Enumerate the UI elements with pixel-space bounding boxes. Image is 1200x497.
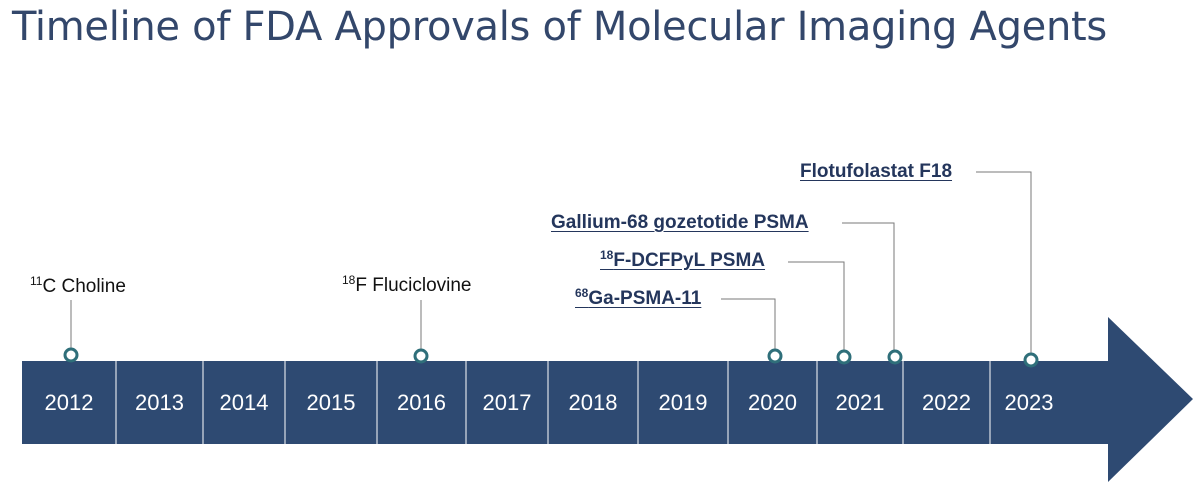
event-label-text: F-DCFPyL PSMA	[613, 250, 766, 271]
year-label-2012: 2012	[45, 390, 94, 415]
event-label-text: C Choline	[42, 276, 126, 297]
isotope-superscript: 11	[30, 274, 43, 288]
year-label-2014: 2014	[220, 390, 269, 415]
year-label-2015: 2015	[307, 390, 356, 415]
event-marker	[1023, 352, 1039, 368]
isotope-superscript: 18	[600, 248, 614, 262]
leader-line	[788, 261, 845, 355]
year-label-2023: 2023	[1005, 390, 1054, 415]
year-label-2020: 2020	[748, 390, 797, 415]
year-label-2022: 2022	[922, 390, 971, 415]
event-marker	[413, 348, 429, 364]
event-marker	[767, 348, 783, 364]
leader-line	[976, 171, 1032, 359]
year-label-2018: 2018	[569, 390, 618, 415]
event-label-flotufolastat: Flotufolastat F18	[800, 161, 952, 183]
timeline-arrow	[22, 317, 1193, 482]
year-label-2019: 2019	[659, 390, 708, 415]
event-marker	[836, 349, 852, 365]
year-label-2017: 2017	[483, 390, 532, 415]
page-title: Timeline of FDA Approvals of Molecular I…	[12, 4, 1107, 50]
year-label-2013: 2013	[135, 390, 184, 415]
event-label-gozetotide-psma: Gallium-68 gozetotide PSMA	[551, 212, 809, 234]
event-label-dcfpyl-psma: 18F-DCFPyL PSMA	[600, 248, 766, 272]
isotope-superscript: 18	[342, 273, 356, 287]
event-label-text: F Fluciclovine	[355, 275, 472, 296]
event-label-text: Flotufolastat F18	[800, 161, 953, 182]
isotope-superscript: 68	[575, 286, 589, 300]
leader-line	[842, 222, 895, 355]
event-marker	[63, 347, 79, 363]
event-label-text: Ga-PSMA-11	[588, 288, 702, 309]
year-label-2016: 2016	[397, 390, 446, 415]
event-label-ga-psma-11: 68Ga-PSMA-11	[575, 286, 702, 310]
event-label-text: Gallium-68 gozetotide PSMA	[551, 212, 809, 233]
event-label-choline: 11C Choline	[30, 274, 126, 298]
event-label-fluciclovine: 18F Fluciclovine	[342, 273, 472, 297]
event-marker	[887, 349, 903, 365]
leader-line	[721, 298, 776, 355]
year-label-2021: 2021	[836, 390, 885, 415]
